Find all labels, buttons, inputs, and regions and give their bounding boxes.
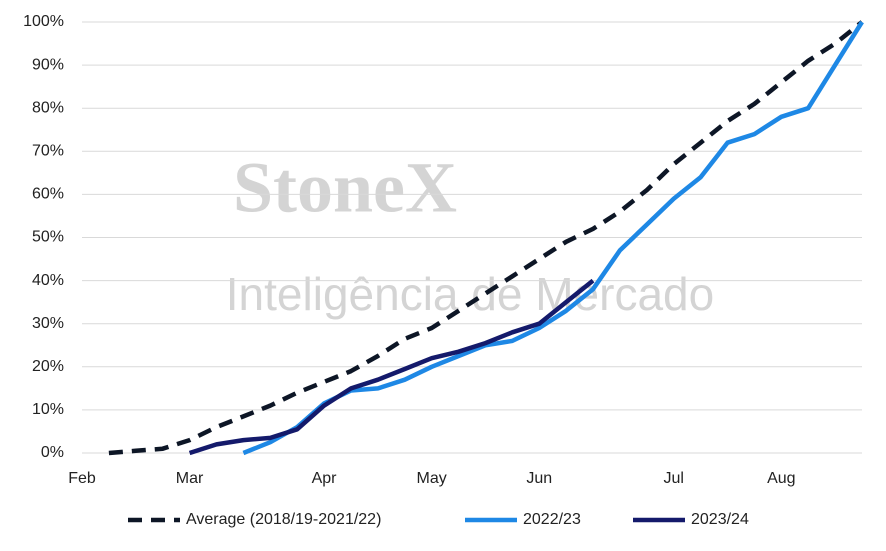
y-tick-label: 100% xyxy=(23,13,64,30)
x-tick-label: Apr xyxy=(312,470,338,487)
x-tick-label: Feb xyxy=(68,470,96,487)
x-tick-label: Mar xyxy=(176,470,204,487)
legend-label: Average (2018/19-2021/22) xyxy=(186,511,381,528)
legend-label: 2023/24 xyxy=(691,511,749,528)
x-tick-label: Jun xyxy=(526,470,552,487)
x-tick-label: May xyxy=(417,470,447,487)
y-tick-label: 90% xyxy=(32,56,64,73)
series-line xyxy=(108,20,864,456)
y-tick-label: 60% xyxy=(32,186,64,203)
y-tick-label: 20% xyxy=(32,358,64,375)
y-tick-label: 0% xyxy=(41,444,64,461)
x-tick-label: Jul xyxy=(663,470,683,487)
y-tick-label: 70% xyxy=(32,143,64,160)
y-tick-label: 40% xyxy=(32,272,64,289)
y-tick-label: 10% xyxy=(32,401,64,418)
x-tick-label: Aug xyxy=(767,470,795,487)
watermark-tagline: Inteligência de Mercado xyxy=(226,268,714,320)
y-tick-label: 50% xyxy=(32,229,64,246)
y-tick-label: 80% xyxy=(32,99,64,116)
series-line xyxy=(188,278,595,456)
watermark-brand: StoneX xyxy=(233,148,457,228)
y-tick-label: 30% xyxy=(32,315,64,332)
legend-label: 2022/23 xyxy=(523,511,581,528)
